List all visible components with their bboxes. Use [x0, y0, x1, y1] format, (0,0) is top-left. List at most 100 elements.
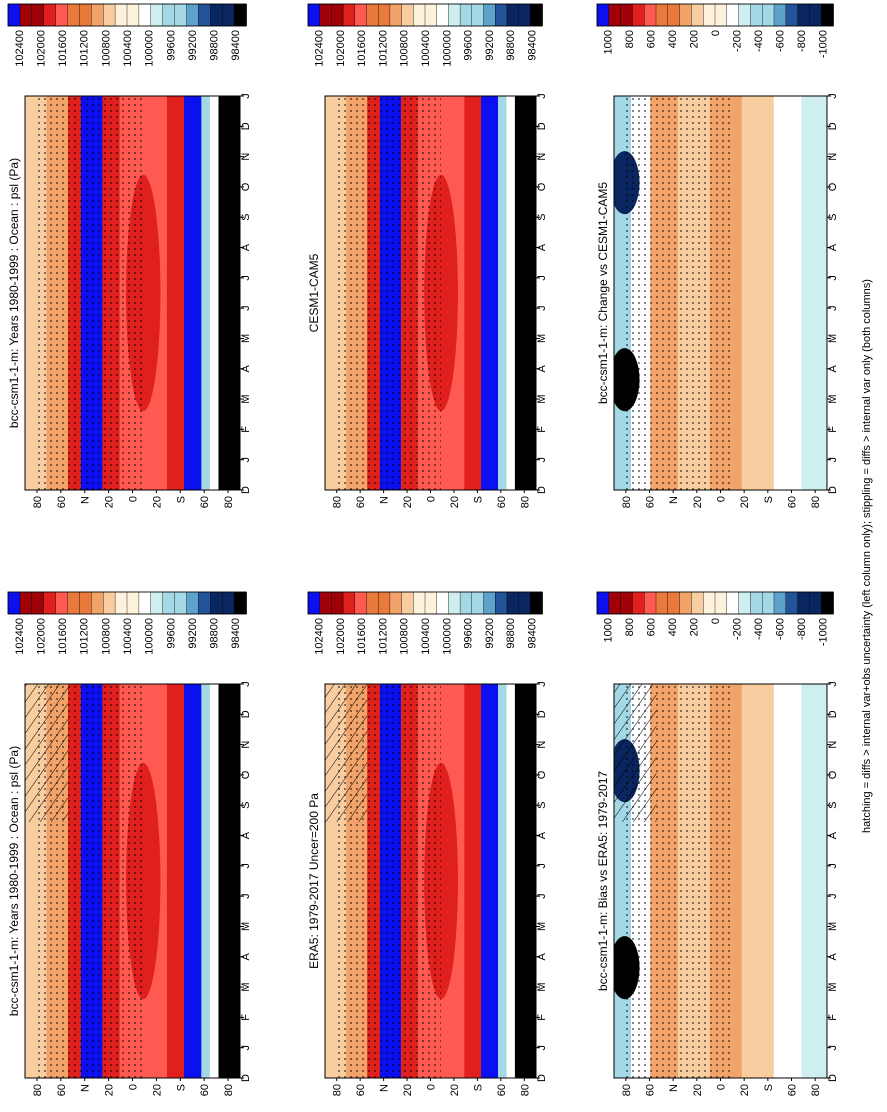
- colorbar-swatch: [319, 3, 333, 27]
- month-tick-label: J: [536, 681, 548, 687]
- colorbar-tick-label: 100800: [399, 618, 411, 655]
- colorbar-swatch: [43, 591, 57, 615]
- month-tick-label: J: [827, 863, 839, 869]
- colorbar-swatch: [632, 3, 646, 27]
- colorbar-tick-label: 99200: [484, 618, 496, 649]
- field: [614, 96, 827, 490]
- month-tick-label: O: [240, 182, 252, 191]
- colorbar: 1000 800 600 400 200 0 -200 -400 -600 -800 -1000: [596, 3, 834, 58]
- colorbar-tick-label: 102400: [14, 618, 26, 655]
- lat-tick-label: 20: [104, 496, 116, 508]
- lat-tick-label: 60: [645, 496, 657, 508]
- colorbar-swatch: [91, 591, 105, 615]
- colorbar-swatch: [679, 3, 693, 27]
- month-tick-label: O: [827, 182, 839, 191]
- colorbar-swatch: [174, 591, 188, 615]
- lat-tick-label: S: [763, 1084, 775, 1091]
- lat-tick-label: N: [379, 1084, 391, 1092]
- colorbar-swatch: [596, 3, 610, 27]
- colorbar-swatch: [424, 3, 438, 27]
- lat-tick-label: 80: [332, 1084, 344, 1096]
- month-tick-label: M: [536, 394, 548, 403]
- colorbar-tick-label: 1000: [603, 618, 615, 642]
- contour-band: [498, 96, 507, 490]
- lat-tick-label: 80: [332, 496, 344, 508]
- lat-tick-label: 80: [32, 1084, 44, 1096]
- plot-area: D J F M A M J J A S O N D J 80 60 N 20 0 20 S 60 80: [24, 93, 252, 508]
- field: [25, 684, 240, 1078]
- contour-band: [464, 684, 482, 1078]
- colorbar-tick-label: 101200: [79, 618, 91, 655]
- colorbar-swatch: [596, 591, 610, 615]
- colorbar-tick-label: 101200: [377, 30, 389, 67]
- plot-area: D J F M A M J J A S O N D J 80 60 N 20 0 20 S 60 80: [24, 681, 252, 1096]
- month-tick-label: A: [827, 831, 839, 839]
- colorbar-swatch: [307, 3, 321, 27]
- colorbar-swatch: [495, 3, 508, 27]
- colorbar-tick-label: 100400: [122, 30, 134, 67]
- colorbar-swatch: [7, 3, 21, 27]
- colorbar-swatch: [762, 591, 775, 615]
- month-tick-label: F: [827, 1014, 839, 1021]
- colorbar-tick-label: 600: [646, 30, 658, 48]
- colorbar-swatch: [150, 3, 164, 27]
- colorbar-tick-label: 99600: [463, 618, 475, 649]
- month-tick-label: S: [827, 214, 839, 221]
- colorbar-tick-label: 102000: [335, 30, 347, 67]
- lat-tick-label: 0: [426, 1084, 438, 1090]
- month-tick-label: D: [536, 122, 548, 130]
- contour-band: [773, 684, 802, 1078]
- colorbar-swatch: [7, 591, 21, 615]
- field: [325, 96, 536, 490]
- contour-band: [481, 96, 499, 490]
- month-tick-label: S: [827, 802, 839, 809]
- colorbar-tick-label: 98400: [230, 30, 242, 61]
- month-tick-label: A: [240, 831, 252, 839]
- contour-band: [209, 684, 219, 1078]
- contour-band: [506, 684, 516, 1078]
- colorbar-swatch: [483, 3, 497, 27]
- colorbar-swatch: [401, 3, 415, 27]
- lat-tick-label: 20: [151, 496, 163, 508]
- contour-band: [506, 96, 516, 490]
- colorbar-tick-label: 98800: [505, 30, 517, 61]
- colorbar-tick-label: -400: [753, 618, 765, 640]
- colorbar-swatch: [644, 3, 657, 27]
- plot-area: D J F M A M J J A S O N D J 80 60 N 20 0 20 S 60 80: [324, 681, 548, 1096]
- colorbar-tick-label: 600: [646, 618, 658, 636]
- colorbar-swatch: [691, 591, 705, 615]
- colorbar-swatch: [79, 591, 93, 615]
- colorbar-swatch: [31, 591, 45, 615]
- stippling: [624, 96, 732, 490]
- lat-tick-label: 60: [355, 1084, 367, 1096]
- colorbar-swatch: [331, 591, 344, 615]
- month-tick-label: J: [827, 457, 839, 463]
- colorbar-swatch: [55, 3, 69, 27]
- hatching: [614, 684, 657, 822]
- month-tick-label: J: [827, 681, 839, 687]
- month-tick-label: J: [240, 681, 252, 687]
- colorbar-swatch: [91, 3, 105, 27]
- month-tick-label: A: [536, 364, 548, 372]
- lat-tick-label: 80: [223, 496, 235, 508]
- colorbar-swatch: [750, 591, 764, 615]
- colorbar-frame: [307, 591, 543, 615]
- lat-tick-label: 0: [716, 1084, 728, 1090]
- lat-tick-label: 20: [402, 1084, 414, 1096]
- colorbar-swatch: [773, 591, 787, 615]
- colorbar-swatch: [43, 3, 57, 27]
- month-tick-label: A: [827, 364, 839, 372]
- month-tick-label: S: [536, 802, 548, 809]
- colorbar-swatch: [424, 591, 438, 615]
- colorbar-swatch: [471, 3, 485, 27]
- colorbar-swatch: [483, 591, 497, 615]
- lat-tick-label: 80: [519, 1084, 531, 1096]
- colorbar-swatch: [102, 591, 116, 615]
- lat-tick-label: 0: [426, 496, 438, 502]
- colorbar-tick-label: 102000: [35, 618, 47, 655]
- colorbar-swatch: [738, 591, 752, 615]
- month-tick-label: J: [536, 863, 548, 869]
- colorbar-swatch: [221, 591, 235, 615]
- colorbar-tick-label: -1000: [817, 618, 829, 646]
- panel-5: 1000 800 600 400 200 0 -200 -400 -600 -800 -1000DJ…: [596, 591, 839, 1096]
